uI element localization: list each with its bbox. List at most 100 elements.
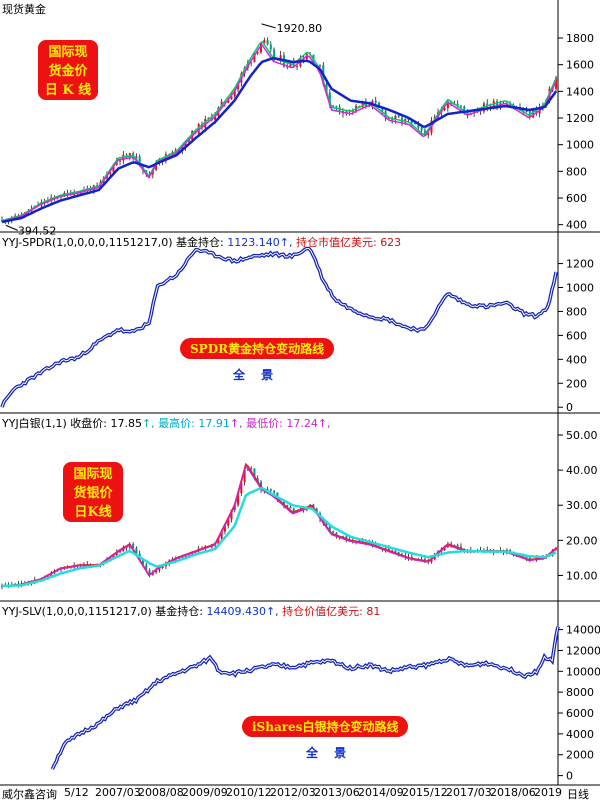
candle-body bbox=[446, 102, 449, 109]
y-tick-label: 1800 bbox=[566, 32, 594, 45]
spdr-up-arrow-icon: ↑, bbox=[279, 236, 293, 249]
silver-title-prefix: YYJ白银(1,1) 收盘价: bbox=[2, 417, 107, 430]
y-tick-label: 800 bbox=[566, 165, 587, 178]
candle-body bbox=[233, 89, 236, 97]
spdr-panel-title: YYJ-SPDR(1,0,0,0,0,1151217,0) 基金持仓: 1123… bbox=[2, 234, 401, 250]
y-tick-label: 6000 bbox=[566, 707, 594, 720]
candle-body bbox=[522, 109, 525, 113]
candle-body bbox=[119, 551, 122, 553]
holdings-line-inner bbox=[51, 626, 559, 770]
spdr-title-prefix: YYJ-SPDR(1,0,0,0,0,1151217,0) 基金持仓: bbox=[2, 236, 224, 249]
candle-body bbox=[361, 102, 364, 107]
ma-slow-line bbox=[1, 56, 558, 224]
candle-body bbox=[266, 489, 269, 491]
candle-body bbox=[450, 102, 453, 105]
candle-body bbox=[292, 508, 295, 511]
candle-body bbox=[269, 489, 272, 491]
gold-label-line: 国际现 bbox=[48, 45, 88, 60]
candle-body bbox=[187, 139, 190, 142]
candle-body bbox=[230, 96, 233, 100]
candle-body bbox=[394, 550, 397, 553]
low-pointer-line bbox=[5, 224, 19, 231]
candle-body bbox=[332, 530, 335, 533]
silver-high-value: 17.91 bbox=[198, 417, 230, 430]
x-tick-label: 2018/06 bbox=[490, 786, 536, 799]
slv-route-label: iShares白银持仓变动路线 bbox=[242, 716, 409, 737]
candle-body bbox=[525, 110, 528, 113]
y-tick-label: 400 bbox=[566, 353, 587, 366]
x-tick-label: 2010/12 bbox=[226, 786, 272, 799]
candle-body bbox=[325, 84, 328, 93]
gold-label-line: 日 K 线 bbox=[44, 83, 92, 98]
candle-body bbox=[253, 53, 256, 63]
y-tick-label: 4000 bbox=[566, 728, 594, 741]
candle-body bbox=[463, 106, 466, 111]
candle-body bbox=[443, 547, 446, 551]
y-tick-label: 14000 bbox=[566, 624, 600, 637]
candle-body bbox=[240, 482, 243, 494]
candle-body bbox=[335, 105, 338, 108]
candle-body bbox=[456, 545, 459, 547]
candle-body bbox=[535, 110, 538, 114]
y-tick-label: 12000 bbox=[566, 644, 600, 657]
candle-body bbox=[443, 108, 446, 111]
silver-close-arrow-icon: ↑, bbox=[141, 417, 155, 430]
candle-body bbox=[250, 468, 253, 470]
candle-body bbox=[397, 552, 400, 555]
candle-body bbox=[266, 40, 269, 45]
candle-body bbox=[358, 540, 361, 542]
y-tick-label: 400 bbox=[566, 219, 587, 232]
candle-body bbox=[259, 42, 262, 53]
y-tick-label: 8000 bbox=[566, 686, 594, 699]
silver-label-line: 日K线 bbox=[74, 505, 112, 520]
holdings-line-inner bbox=[1, 247, 557, 408]
candle-body bbox=[96, 185, 99, 187]
candle-body bbox=[328, 92, 331, 106]
candle-body bbox=[456, 103, 459, 106]
spdr-title-suffix: 持仓市值亿美元: bbox=[295, 236, 377, 249]
candle-body bbox=[214, 116, 217, 121]
candle-body bbox=[138, 156, 141, 166]
candle-body bbox=[141, 559, 144, 565]
y-tick-label: 20.00 bbox=[566, 534, 598, 547]
x-tick-label: 5/12 bbox=[64, 786, 89, 799]
candle-body bbox=[253, 468, 256, 479]
candle-body bbox=[325, 523, 328, 526]
silver-label-line: 国际现 bbox=[73, 467, 113, 482]
x-tick-label: 2015/12 bbox=[402, 786, 448, 799]
y-tick-label: 10000 bbox=[566, 665, 600, 678]
candle-body bbox=[394, 115, 397, 120]
spdr-route-label: SPDR黄金持仓变动路线 bbox=[180, 338, 335, 359]
candle-body bbox=[184, 141, 187, 147]
candle-body bbox=[368, 105, 371, 107]
candle-body bbox=[112, 555, 115, 558]
candle-body bbox=[256, 478, 259, 482]
slv-title-prefix: YYJ-SLV(1,0,0,0,1151217,0) 基金持仓: bbox=[2, 605, 203, 618]
holdings-line bbox=[0, 246, 558, 408]
silver-high-arrow-icon: ↑, bbox=[229, 417, 243, 430]
candle-body bbox=[332, 105, 335, 107]
candle-body bbox=[119, 160, 122, 162]
slv-up-arrow-icon: ↑, bbox=[265, 605, 279, 618]
candle-body bbox=[381, 107, 384, 112]
x-tick-label: 日线 bbox=[567, 788, 589, 801]
y-tick-label: 1400 bbox=[566, 85, 594, 98]
candle-body bbox=[528, 557, 531, 560]
candle-body bbox=[296, 66, 299, 68]
silver-label-box: 国际现 货银价 日K线 bbox=[63, 462, 123, 522]
candle-body bbox=[217, 538, 220, 545]
candle-body bbox=[397, 115, 400, 118]
y-tick-label: 0 bbox=[566, 401, 573, 414]
candle-body bbox=[417, 124, 420, 128]
silver-low-value: 17.24 bbox=[286, 417, 318, 430]
candle-body bbox=[269, 44, 272, 50]
ma-slow-line bbox=[1, 486, 557, 588]
candle-body bbox=[145, 564, 148, 571]
x-tick-label: 2008/08 bbox=[138, 786, 184, 799]
candle-body bbox=[256, 52, 259, 54]
x-tick-label: 2019 bbox=[534, 786, 562, 799]
candle-body bbox=[46, 575, 49, 578]
slv-panorama-label: 全 景 bbox=[306, 746, 353, 760]
candle-body bbox=[522, 555, 525, 557]
slv-title-suffix: 持仓价值亿美元: bbox=[282, 605, 363, 618]
